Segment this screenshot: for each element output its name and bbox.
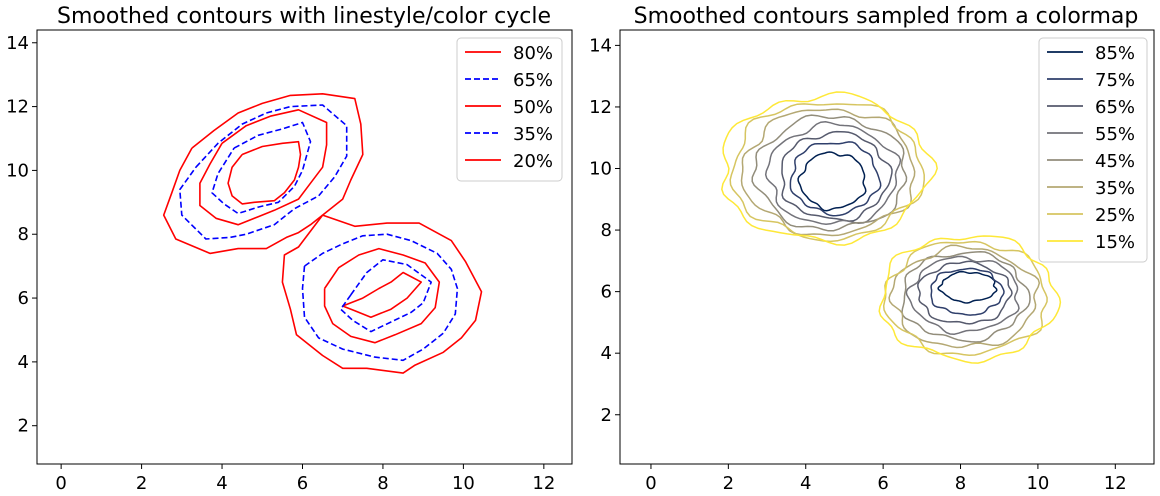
x-tick-label: 2 [723, 473, 734, 494]
x-tick-label: 6 [297, 473, 308, 494]
x-tick-label: 4 [216, 473, 227, 494]
y-tick-label: 12 [6, 97, 29, 118]
right-legend: 85% 75% 65% 55% 45% 35% 25% 15% [1038, 37, 1148, 263]
left-y-axis: 2 4 6 8 10 12 14 [6, 33, 37, 437]
contour-line-35pct [301, 233, 459, 362]
right-y-axis: 2 4 6 8 10 12 14 [589, 35, 620, 426]
contour-line-65pct [917, 260, 1013, 325]
legend-label: 55% [1095, 124, 1135, 145]
contour-line-15pct [721, 91, 938, 246]
x-tick-label: 10 [452, 473, 475, 494]
contour-line-35pct [888, 244, 1041, 349]
legend-label: 75% [1095, 70, 1135, 91]
legend-box [1038, 37, 1148, 263]
contour-line-55pct [905, 255, 1020, 335]
legend-label: 45% [1095, 151, 1135, 172]
x-tick-label: 2 [136, 473, 147, 494]
x-tick-label: 8 [377, 473, 388, 494]
y-tick-label: 14 [6, 33, 29, 54]
contour-line-45pct [751, 114, 908, 232]
x-tick-label: 10 [1026, 473, 1049, 494]
legend-label: 50% [513, 97, 553, 118]
y-tick-label: 12 [589, 97, 612, 118]
x-tick-label: 6 [877, 473, 888, 494]
y-tick-label: 6 [18, 288, 29, 309]
y-tick-label: 10 [589, 159, 612, 180]
left-x-axis: 0 2 4 6 8 10 12 [55, 464, 555, 494]
y-tick-label: 10 [6, 160, 29, 181]
contour-line-50pct [199, 109, 328, 226]
contour-line-55pct [764, 121, 902, 226]
legend-label: 85% [1095, 43, 1135, 64]
legend-label: 15% [1095, 232, 1135, 253]
y-tick-label: 8 [601, 220, 612, 241]
left-contour-lines [162, 93, 483, 374]
x-tick-label: 12 [1104, 473, 1127, 494]
contour-line-85pct [797, 151, 867, 212]
x-tick-label: 0 [55, 473, 66, 494]
right-contour-panel: Smoothed contours sampled from a colorma… [589, 4, 1155, 494]
legend-label: 20% [513, 151, 553, 172]
left-contour-panel: Smoothed contours with linestyle/color c… [6, 4, 573, 494]
legend-label: 35% [513, 124, 553, 145]
y-tick-label: 6 [601, 282, 612, 303]
legend-label: 25% [1095, 205, 1135, 226]
x-tick-label: 4 [800, 473, 811, 494]
left-legend: 80% 65% 50% 35% 20% [456, 37, 563, 182]
contour-line-80pct [227, 140, 302, 205]
y-tick-label: 4 [18, 352, 29, 373]
legend-label: 80% [513, 43, 553, 64]
x-tick-label: 12 [532, 473, 555, 494]
right-contour-lines [721, 91, 1062, 364]
contour-line-50pct [323, 247, 441, 344]
right-x-axis: 0 2 4 6 8 10 12 [645, 464, 1127, 494]
y-tick-label: 2 [601, 405, 612, 426]
contour-line-80pct [341, 271, 422, 318]
contour-line-65pct [339, 259, 432, 333]
legend-label: 65% [1095, 97, 1135, 118]
contour-line-15pct [878, 235, 1062, 364]
contour-line-25pct [882, 240, 1048, 356]
y-tick-label: 2 [18, 416, 29, 437]
y-tick-label: 14 [589, 35, 612, 56]
contour-line-65pct [211, 121, 312, 215]
x-tick-label: 8 [955, 473, 966, 494]
right-chart-title: Smoothed contours sampled from a colorma… [634, 4, 1139, 29]
contour-line-35pct [179, 104, 348, 240]
contour-line-85pct [937, 270, 998, 304]
y-tick-label: 4 [601, 343, 612, 364]
left-chart-title: Smoothed contours with linestyle/color c… [57, 4, 551, 29]
y-tick-label: 8 [18, 224, 29, 245]
x-tick-label: 0 [645, 473, 656, 494]
legend-label: 35% [1095, 178, 1135, 199]
contour-line-35pct [740, 108, 916, 237]
contour-line-75pct [930, 267, 1005, 316]
contour-line-65pct [781, 130, 893, 222]
contour-line-20pct [281, 214, 483, 374]
contour-line-45pct [901, 250, 1031, 343]
legend-label: 65% [513, 70, 553, 91]
legend-box [456, 37, 563, 182]
contour-line-75pct [789, 141, 882, 217]
